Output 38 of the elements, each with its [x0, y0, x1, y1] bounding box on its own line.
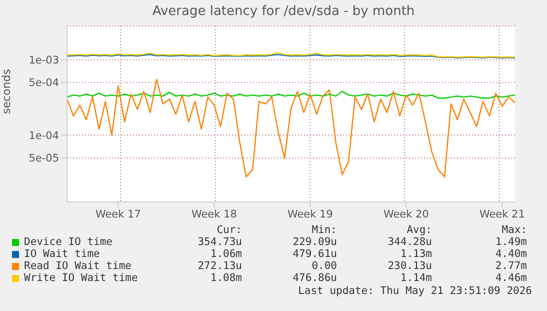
legend-label: Device IO time — [23, 236, 114, 248]
line-series — [66, 90, 516, 99]
text: 1.14m — [399, 272, 432, 284]
legend-label: Write IO Wait time — [23, 272, 139, 284]
legend-label: Read IO Wait time — [23, 260, 132, 272]
line-series — [66, 78, 516, 178]
x-tick-label: Week 19 — [287, 208, 333, 220]
text: 1.49m — [494, 236, 527, 248]
y-axis-title: seconds — [0, 68, 13, 114]
y-tick-label: 1e-04 — [28, 130, 60, 142]
text: 272.13u — [196, 260, 242, 272]
x-tick-label: Week 20 — [383, 208, 429, 220]
text: 1.06m — [209, 248, 242, 260]
text: 344.28u — [386, 236, 432, 248]
text: 4.40m — [494, 248, 527, 260]
y-tick-label: 1e-03 — [28, 54, 59, 66]
legend-label: IO Wait time — [23, 248, 101, 260]
text: Cur: — [216, 224, 242, 236]
text: 1.13m — [399, 248, 432, 260]
text: 229.09u — [292, 236, 337, 248]
x-tick-label: Week 17 — [95, 208, 141, 220]
text: 230.13u — [386, 260, 432, 272]
text: Last update: Thu May 21 23:51:09 2026 — [297, 285, 532, 297]
text: 1.08m — [209, 272, 242, 284]
text: 2.77m — [494, 260, 527, 272]
x-tick-label: Week 18 — [191, 208, 237, 220]
text: 4.46m — [494, 272, 527, 284]
text: 0.00 — [310, 260, 337, 272]
text: Max: — [500, 224, 527, 236]
text: 354.73u — [196, 236, 242, 248]
text: Avg: — [406, 224, 432, 236]
chart-title: Average latency for /dev/sda - by month — [151, 3, 416, 21]
text: 479.61u — [292, 248, 337, 260]
y-tick-label: 5e-05 — [28, 152, 59, 165]
y-tick-label: 5e-04 — [28, 77, 60, 90]
text: Min: — [310, 224, 337, 236]
text: 476.86u — [292, 272, 337, 284]
x-tick-label: Week 21 — [479, 208, 525, 220]
